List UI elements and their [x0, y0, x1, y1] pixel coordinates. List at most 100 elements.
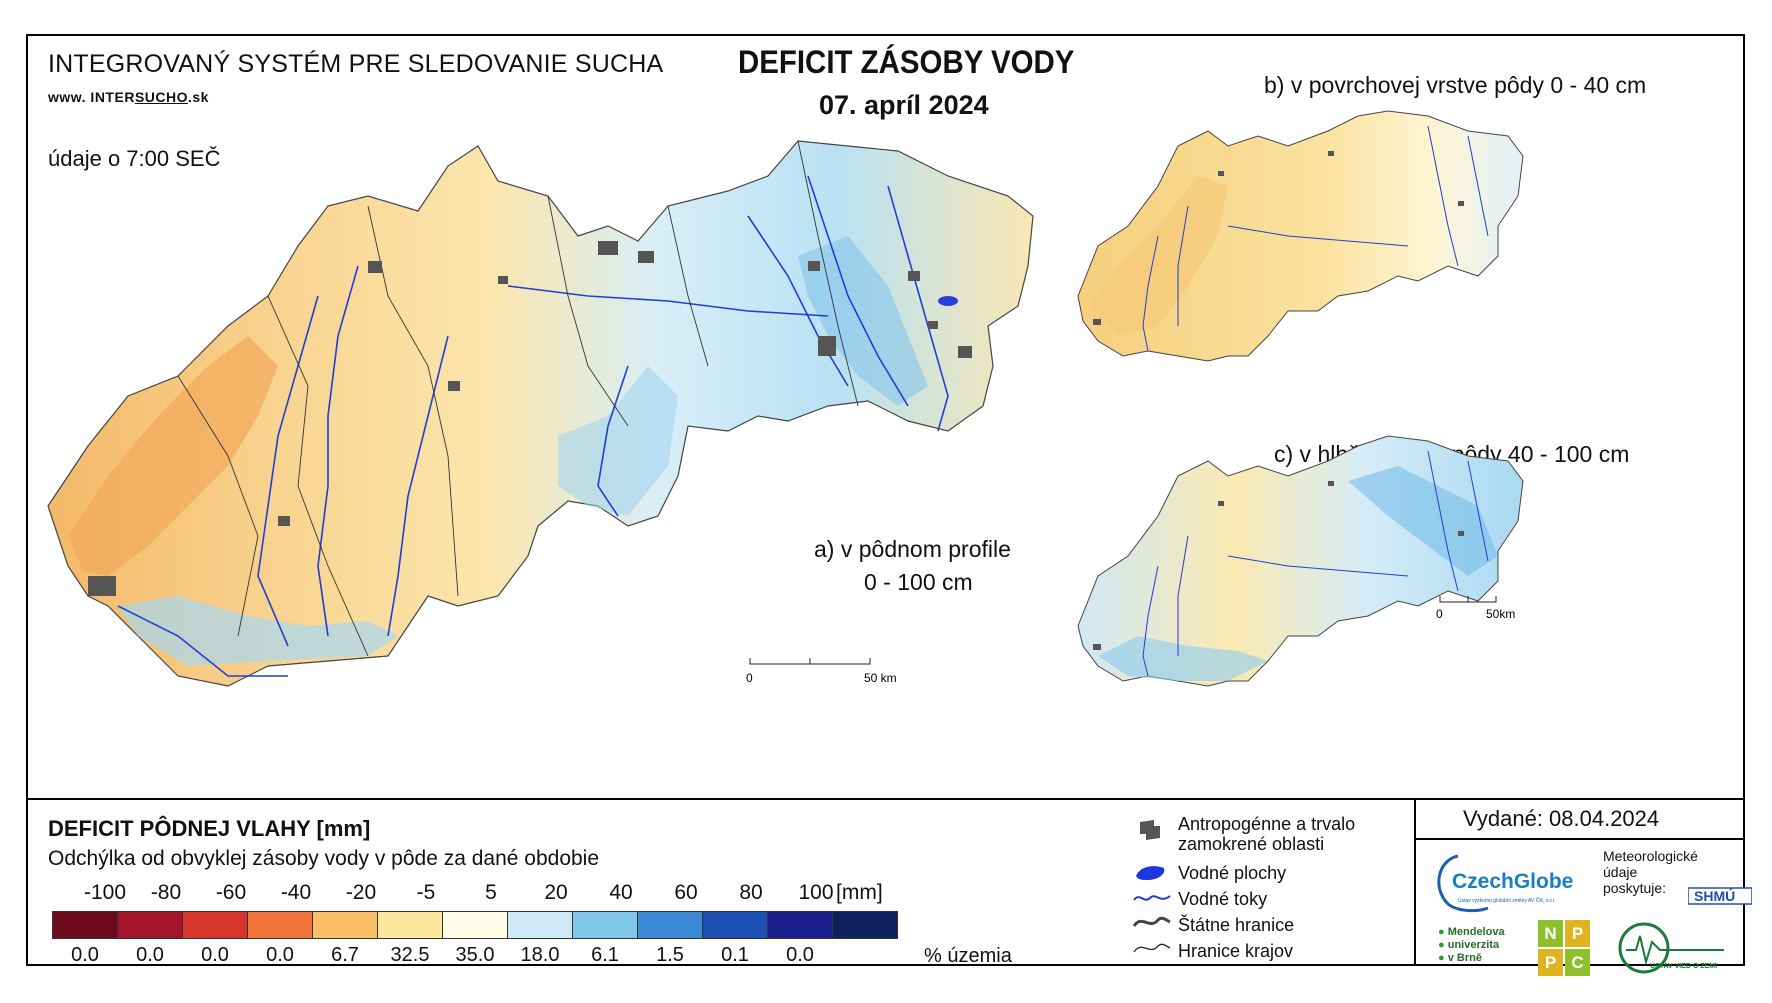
- map-a-wet-zone-east: [798, 236, 928, 406]
- map-a-depth-label: 0 - 100 cm: [864, 569, 973, 595]
- svg-text:SHMÚ: SHMÚ: [1694, 887, 1735, 904]
- legend-percent: 0.1: [721, 944, 749, 966]
- legend-percent: 0.0: [266, 944, 294, 966]
- map-b-label: b) v povrchovej vrstve pôdy 0 - 40 cm: [1264, 72, 1647, 98]
- legend-tick: -60: [215, 881, 247, 904]
- legend-tick: -80: [150, 881, 182, 904]
- uvz-logo[interactable]: ÚSTAV VIED O ZEMI: [1616, 920, 1728, 976]
- map-b-rivers: [1142, 125, 1489, 352]
- legend-swatch: [832, 911, 898, 939]
- legend-percent: 35.0: [455, 944, 495, 966]
- map-legend-river-label: Vodné toky: [1178, 889, 1268, 909]
- nppc-logo[interactable]: N P P C: [1538, 920, 1590, 976]
- czechglobe-logo[interactable]: CzechGlobe Ústav výzkumu globální změny …: [1428, 848, 1608, 918]
- scale-bar-small: [1439, 596, 1497, 603]
- legend-divider: [28, 798, 1743, 800]
- legend-tick: 40: [609, 881, 633, 904]
- svg-text:CzechGlobe: CzechGlobe: [1452, 870, 1573, 893]
- legend-tick: -100: [83, 881, 127, 904]
- legend-percent: 0.0: [71, 944, 99, 966]
- legend-percent: 1.5: [656, 944, 684, 966]
- map-date: 07. apríl 2024: [819, 90, 989, 120]
- map-c: [1077, 435, 1524, 687]
- legend-swatch: [117, 911, 183, 939]
- legend-swatch: [377, 911, 443, 939]
- map-c-urban-areas: [1093, 481, 1464, 650]
- map-a-rivers: [117, 175, 949, 677]
- map-b: [1077, 110, 1524, 362]
- map-title: DEFICIT ZÁSOBY VODY: [738, 44, 1075, 80]
- map-c-rivers: [1142, 450, 1489, 677]
- nppc-letter: P: [1538, 949, 1563, 976]
- legend-percent: 0.0: [201, 944, 229, 966]
- svg-text:Ústav výzkumu globální změny A: Ústav výzkumu globální změny AV ČR, v.v.…: [1458, 897, 1555, 904]
- scale-bar-main: [749, 658, 871, 665]
- meteo-provider-label: Meteorologické údaje poskytuje:: [1603, 848, 1698, 896]
- map-a-wet-zone-south: [118, 596, 398, 666]
- legend-swatch: [312, 911, 378, 939]
- legend-percent: 6.1: [591, 944, 619, 966]
- scale-small-start: 0: [1436, 607, 1443, 621]
- legend-swatch: [507, 911, 573, 939]
- map-a-country-shape: [47, 140, 1034, 687]
- map-c-wet-zone-east: [1348, 466, 1498, 576]
- legend-swatch: [182, 911, 248, 939]
- issued-divider: [1416, 838, 1743, 840]
- legend-title: DEFICIT PÔDNEJ VLAHY [mm]: [48, 816, 371, 841]
- nppc-letter: P: [1565, 920, 1590, 947]
- legend-tick: 20: [544, 881, 568, 904]
- map-a-region-borders: [177, 140, 859, 657]
- legend-swatch: [247, 911, 313, 939]
- legend-tick: 5: [485, 881, 497, 904]
- map-b-urban-areas: [1093, 151, 1464, 325]
- map-sheet: INTEGROVANÝ SYSTÉM PRE SLEDOVANIE SUCHA …: [26, 34, 1752, 976]
- water-body-icon: [1136, 866, 1165, 880]
- map-b-dry-zone: [1088, 176, 1228, 336]
- legend-tick: 80: [739, 881, 763, 904]
- legend-tick: -5: [416, 881, 436, 904]
- urban-area-icon: [1140, 820, 1160, 840]
- legend-percent: 0.0: [136, 944, 164, 966]
- issuer-divider: [1414, 800, 1416, 966]
- river-icon: [1133, 895, 1171, 901]
- legend-tick: 60: [674, 881, 698, 904]
- legend-tick: -20: [345, 881, 377, 904]
- map-legend-state-border-label: Štátne hranice: [1178, 915, 1295, 935]
- legend-color-scale: [52, 911, 898, 939]
- maps-svg: 0 50 km 0 50km: [47, 110, 1524, 687]
- scale-main-start: 0: [746, 671, 753, 685]
- nppc-letter: C: [1565, 949, 1590, 976]
- legend-percent: 32.5: [390, 944, 430, 966]
- shmu-logo[interactable]: SHMÚ: [1688, 884, 1752, 906]
- legend-percent: 6.7: [331, 944, 359, 966]
- map-legend-region-border-label: Hranice krajov: [1178, 941, 1294, 961]
- map-legend-urban-label: Antropogénne a trvalo zamokrené oblasti: [1178, 814, 1356, 854]
- legend-unit: [mm]: [836, 881, 883, 904]
- region-border-icon: [1133, 943, 1171, 953]
- map-c-wet-zone-south: [1098, 636, 1268, 681]
- svg-text:ÚSTAV VIED O ZEMI: ÚSTAV VIED O ZEMI: [1650, 961, 1717, 970]
- legend-percent: 0.0: [786, 944, 814, 966]
- nppc-letter: N: [1538, 920, 1563, 947]
- map-a-urban-areas: [88, 241, 972, 596]
- map-b-country-shape: [1077, 110, 1524, 362]
- system-name: INTEGROVANÝ SYSTÉM PRE SLEDOVANIE SUCHA: [48, 50, 664, 78]
- legend-swatch: [767, 911, 833, 939]
- state-border-icon: [1132, 916, 1171, 927]
- legend-tick: 100: [798, 881, 834, 904]
- map-a: [47, 140, 1034, 687]
- issued-date: Vydané: 08.04.2024: [1463, 806, 1660, 831]
- mendel-university-logo[interactable]: ● Mendelova ● univerzita ● v Brně: [1438, 926, 1505, 964]
- website-link[interactable]: www. INTERSUCHO.sk: [48, 89, 209, 105]
- map-a-label: a) v pôdnom profile: [814, 536, 1011, 562]
- legend-tick: -40: [280, 881, 312, 904]
- legend-swatch: [702, 911, 768, 939]
- legend-percent: 18.0: [520, 944, 560, 966]
- legend-subtitle: Odchýlka od obvyklej zásoby vody v pôde …: [48, 847, 600, 870]
- map-a-wet-zone-center: [558, 366, 678, 516]
- legend-swatch: [52, 911, 118, 939]
- legend-swatch: [637, 911, 703, 939]
- scale-main-end: 50 km: [864, 671, 897, 685]
- map-a-dry-zone: [68, 336, 278, 576]
- data-time-note: údaje o 7:00 SEČ: [48, 146, 221, 171]
